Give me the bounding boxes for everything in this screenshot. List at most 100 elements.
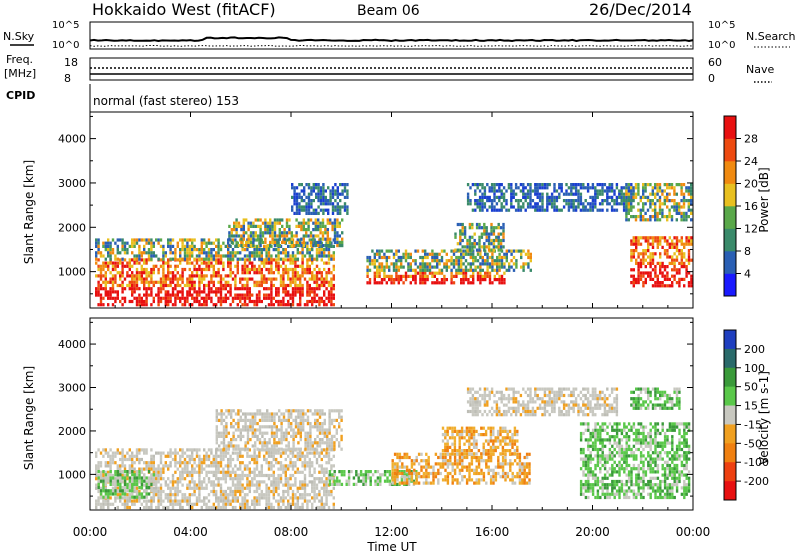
echo-cell xyxy=(152,454,155,458)
echo-cell xyxy=(647,261,650,265)
echo-cell xyxy=(438,259,441,263)
echo-cell xyxy=(207,264,211,268)
echo-cell xyxy=(205,257,208,261)
echo-cell xyxy=(500,274,504,278)
echo-cell xyxy=(323,261,326,265)
echo-cell xyxy=(311,461,314,465)
echo-cell xyxy=(195,486,199,490)
echo-cell xyxy=(319,231,322,235)
echo-cell xyxy=(203,486,206,490)
echo-cell xyxy=(287,418,290,422)
echo-cell xyxy=(397,259,400,263)
echo-cell xyxy=(596,192,599,196)
echo-cell xyxy=(314,441,317,445)
echo-cell xyxy=(343,205,347,209)
echo-cell xyxy=(145,464,148,468)
echo-cell xyxy=(462,255,465,260)
echo-cell xyxy=(649,199,652,203)
echo-cell xyxy=(162,489,165,494)
echo-cell xyxy=(198,254,201,258)
echo-cell xyxy=(267,467,271,471)
echo-cell xyxy=(128,467,131,471)
echo-cell xyxy=(512,189,515,193)
echo-cell xyxy=(300,224,303,228)
echo-cell xyxy=(431,271,434,275)
echo-cell xyxy=(198,454,201,458)
echo-cell xyxy=(490,222,493,227)
echo-cell xyxy=(505,268,508,272)
echo-cell xyxy=(224,505,227,510)
echo-cell xyxy=(460,278,463,282)
echo-cell xyxy=(273,224,277,228)
echo-cell xyxy=(486,262,489,266)
echo-cell xyxy=(111,473,115,478)
echo-cell xyxy=(307,221,310,225)
echo-cell xyxy=(236,303,239,307)
echo-cell xyxy=(263,277,266,281)
echo-cell xyxy=(312,237,315,241)
echo-cell xyxy=(474,192,477,196)
echo-cell xyxy=(222,425,226,429)
echo-cell xyxy=(99,492,103,496)
echo-cell xyxy=(321,425,324,429)
echo-cell xyxy=(217,499,220,503)
echo-cell xyxy=(331,221,334,225)
echo-cell xyxy=(478,202,482,206)
echo-cell xyxy=(326,234,329,238)
echo-cell xyxy=(217,290,220,294)
echo-cell xyxy=(479,271,482,275)
echo-cell xyxy=(95,464,98,468)
echo-cell xyxy=(308,254,311,258)
echo-cell xyxy=(210,264,213,268)
echo-cell xyxy=(280,434,283,438)
echo-cell xyxy=(203,241,206,245)
echo-cell xyxy=(191,238,194,242)
echo-cell xyxy=(176,477,179,481)
echo-cell xyxy=(275,261,278,265)
echo-cell xyxy=(147,467,151,471)
echo-cell xyxy=(195,499,199,503)
echo-cell xyxy=(198,290,201,294)
echo-cell xyxy=(195,274,199,278)
echo-cell xyxy=(272,496,275,500)
echo-cell xyxy=(128,493,131,497)
echo-cell xyxy=(323,422,326,426)
echo-cell xyxy=(219,464,223,468)
echo-cell xyxy=(270,287,273,291)
echo-cell xyxy=(678,268,681,272)
echo-cell xyxy=(555,195,559,199)
echo-cell xyxy=(248,461,251,465)
echo-cell xyxy=(234,505,237,510)
echo-cell xyxy=(270,299,273,304)
echo-cell xyxy=(251,502,254,506)
echo-cell xyxy=(514,186,518,190)
echo-cell xyxy=(217,251,220,255)
echo-cell xyxy=(490,183,494,187)
echo-cell xyxy=(373,281,376,285)
echo-cell xyxy=(135,274,139,278)
y-tick-label: 2000 xyxy=(58,221,86,234)
echo-cell xyxy=(227,493,230,497)
echo-cell xyxy=(218,412,221,416)
echo-cell xyxy=(210,448,213,452)
echo-cell xyxy=(311,451,314,455)
echo-cell xyxy=(328,409,331,413)
echo-cell xyxy=(123,248,127,252)
echo-cell xyxy=(294,271,297,275)
echo-cell xyxy=(219,296,223,300)
echo-cell xyxy=(538,205,542,209)
echo-cell xyxy=(111,486,115,490)
echo-cell xyxy=(284,451,287,455)
echo-cell xyxy=(239,486,242,490)
echo-cell xyxy=(488,189,491,193)
echo-cell xyxy=(495,238,498,243)
echo-cell xyxy=(443,278,446,282)
echo-cell xyxy=(304,441,307,445)
echo-cell xyxy=(198,486,201,490)
echo-cell xyxy=(483,189,487,193)
echo-cell xyxy=(572,208,575,212)
echo-cell xyxy=(222,505,225,510)
echo-cell xyxy=(230,441,233,445)
echo-cell xyxy=(150,448,153,452)
echo-cell xyxy=(625,208,628,212)
